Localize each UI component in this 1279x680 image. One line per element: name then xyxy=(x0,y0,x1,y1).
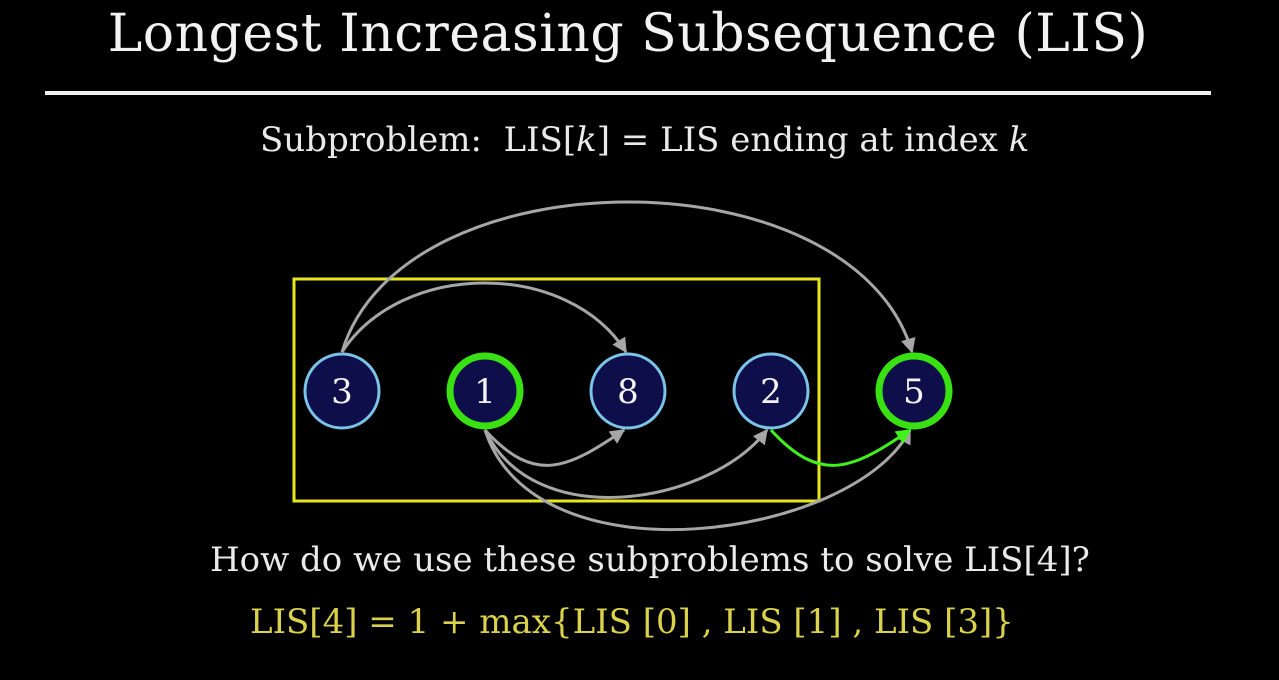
subproblem-lhs-var: k xyxy=(576,120,597,160)
subproblem-equals: = xyxy=(620,120,650,160)
subproblem-lhs-suffix: ] xyxy=(596,120,610,160)
edge-3-to-4 xyxy=(769,428,912,467)
edge-layer xyxy=(340,200,916,531)
node-0-value: 3 xyxy=(331,372,353,412)
node-4-circle xyxy=(875,352,953,430)
node-3-circle xyxy=(732,352,810,430)
node-4-value: 5 xyxy=(903,372,925,412)
node-1-value: 1 xyxy=(474,372,496,412)
node-3-value: 2 xyxy=(760,372,782,412)
title-divider xyxy=(45,91,1211,95)
subproblem-rhs: LIS ending at index xyxy=(660,120,998,160)
node-layer: 3 1 8 2 5 xyxy=(303,352,953,430)
edge-1-to-2 xyxy=(483,428,626,467)
edge-1-to-4 xyxy=(483,428,912,531)
node-4: 5 xyxy=(875,352,953,430)
edge-0-to-2 xyxy=(340,281,628,354)
page-title: Longest Increasing Subsequence (LIS) xyxy=(107,4,1149,64)
subproblem-label: Subproblem: xyxy=(260,120,482,160)
subproblem-definition: Subproblem: LIS[k] = LIS ending at index… xyxy=(260,120,1029,160)
node-2: 8 xyxy=(589,352,667,430)
edge-1-to-3 xyxy=(483,428,769,499)
node-3: 2 xyxy=(732,352,810,430)
subproblem-lhs-prefix: LIS[ xyxy=(503,120,577,160)
subproblem-box xyxy=(292,277,821,503)
node-2-circle xyxy=(589,352,667,430)
question-text: How do we use these subproblems to solve… xyxy=(210,540,1090,580)
node-1: 1 xyxy=(446,352,524,430)
node-2-value: 8 xyxy=(617,372,639,412)
node-1-circle xyxy=(446,352,524,430)
subproblem-rhs-var: k xyxy=(1008,120,1030,160)
node-0-circle xyxy=(303,352,381,430)
edge-0-to-4 xyxy=(340,200,916,354)
recurrence-formula: LIS[4] = 1 + max{LIS [0] , LIS [1] , LIS… xyxy=(250,602,1014,642)
node-0: 3 xyxy=(303,352,381,430)
